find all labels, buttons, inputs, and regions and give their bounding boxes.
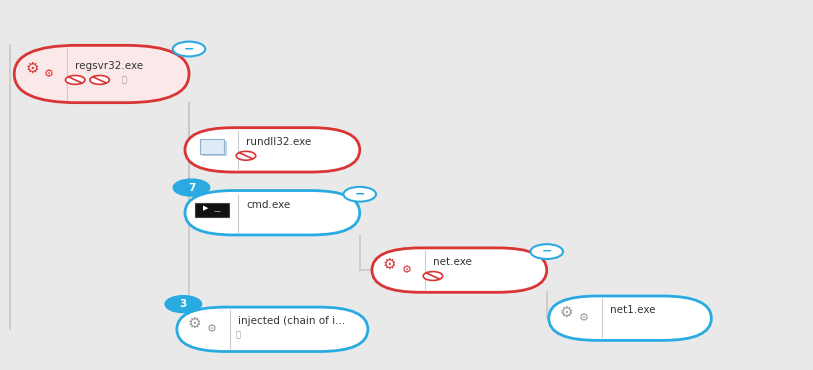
Text: 📶: 📶 <box>121 75 127 84</box>
FancyBboxPatch shape <box>200 139 224 154</box>
Text: rundll32.exe: rundll32.exe <box>246 137 311 147</box>
FancyBboxPatch shape <box>185 128 359 172</box>
FancyBboxPatch shape <box>15 45 189 102</box>
Text: ⚙: ⚙ <box>207 324 217 334</box>
Text: −: − <box>184 42 194 55</box>
Circle shape <box>89 75 109 84</box>
Text: −: − <box>354 187 365 201</box>
Text: regsvr32.exe: regsvr32.exe <box>75 61 143 71</box>
Text: —: — <box>214 208 221 214</box>
Circle shape <box>530 244 563 259</box>
Text: injected (chain of i...: injected (chain of i... <box>238 316 345 326</box>
Circle shape <box>344 187 376 202</box>
FancyBboxPatch shape <box>185 191 359 235</box>
FancyBboxPatch shape <box>202 141 227 155</box>
Circle shape <box>236 151 256 160</box>
Text: 📶: 📶 <box>235 331 241 340</box>
Circle shape <box>423 272 442 280</box>
Text: ⚙: ⚙ <box>560 305 573 320</box>
FancyBboxPatch shape <box>177 307 367 351</box>
Text: 7: 7 <box>188 182 195 193</box>
Text: ▶: ▶ <box>202 205 208 211</box>
Text: ⚙: ⚙ <box>383 257 397 272</box>
Text: ⚙: ⚙ <box>402 265 412 275</box>
Circle shape <box>65 75 85 84</box>
Text: −: − <box>541 245 552 258</box>
Circle shape <box>166 296 202 312</box>
Circle shape <box>172 41 205 56</box>
Text: cmd.exe: cmd.exe <box>246 199 290 210</box>
FancyBboxPatch shape <box>372 248 546 292</box>
Text: 3: 3 <box>180 299 187 309</box>
Text: ⚙: ⚙ <box>44 68 54 79</box>
Circle shape <box>174 179 210 196</box>
Text: net1.exe: net1.exe <box>610 305 655 315</box>
Text: ⚙: ⚙ <box>579 313 589 323</box>
Text: net.exe: net.exe <box>433 257 472 267</box>
FancyBboxPatch shape <box>195 203 229 217</box>
Text: ⚙: ⚙ <box>25 61 39 75</box>
Text: ⚙: ⚙ <box>188 316 202 331</box>
FancyBboxPatch shape <box>549 296 711 340</box>
